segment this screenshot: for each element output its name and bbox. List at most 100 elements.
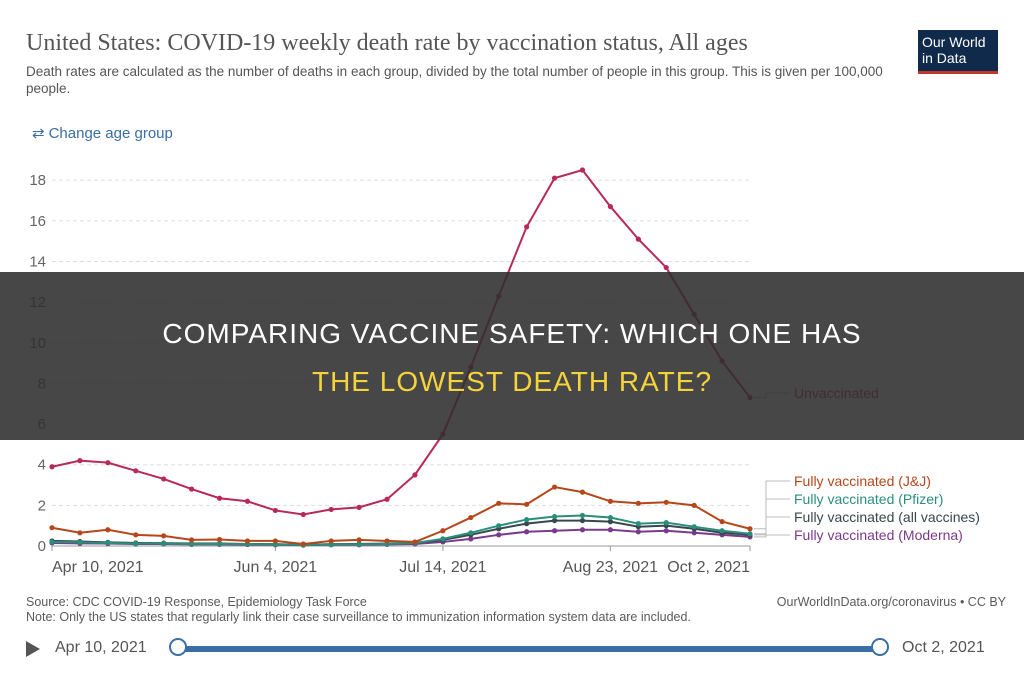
change-age-group-button[interactable]: ⇄ Change age group — [32, 124, 173, 142]
data-point — [551, 528, 558, 534]
data-point — [691, 502, 697, 508]
timeline-end-label: Oct 2, 2021 — [902, 639, 985, 656]
data-point — [440, 528, 446, 534]
data-point — [524, 521, 530, 527]
footer: Source: CDC COVID-19 Response, Epidemiol… — [26, 595, 1006, 625]
data-point — [412, 472, 418, 478]
play-icon[interactable] — [26, 641, 40, 657]
data-point — [161, 476, 167, 482]
data-point — [551, 513, 558, 520]
data-point — [607, 527, 614, 533]
legend-label: Fully vaccinated (Pfizer) — [794, 491, 943, 507]
data-point — [468, 536, 474, 542]
data-point — [635, 500, 641, 506]
data-point — [216, 541, 223, 547]
data-point — [579, 517, 586, 524]
note-text: Note: Only the US states that regularly … — [26, 610, 691, 624]
data-point — [328, 538, 334, 544]
logo-line1: Our World — [922, 34, 986, 50]
data-point — [579, 489, 586, 495]
data-point — [105, 460, 111, 466]
data-point — [607, 519, 614, 525]
data-point — [663, 520, 669, 526]
y-tick-label: 16 — [29, 213, 46, 230]
data-point — [216, 495, 223, 501]
data-point — [719, 519, 725, 525]
data-point — [77, 539, 83, 545]
y-tick-label: 18 — [29, 172, 46, 189]
data-point — [663, 499, 669, 505]
data-point — [384, 538, 390, 544]
data-point — [551, 517, 558, 524]
data-point — [133, 468, 139, 474]
data-point — [189, 486, 195, 492]
data-point — [496, 523, 502, 529]
data-point — [524, 224, 530, 230]
x-tick-label: Apr 10, 2021 — [52, 559, 144, 576]
data-point — [77, 530, 83, 536]
data-point — [524, 516, 530, 523]
data-point — [579, 167, 586, 173]
chart-title: United States: COVID-19 weekly death rat… — [26, 30, 748, 56]
legend-leader — [754, 516, 790, 536]
data-point — [496, 532, 502, 538]
data-point — [49, 525, 55, 531]
data-point — [216, 536, 223, 543]
timeline: Apr 10, 2021 Oct 2, 2021 — [0, 632, 1024, 666]
data-point — [189, 541, 195, 547]
data-point — [328, 506, 334, 513]
data-point — [161, 533, 167, 539]
timeline-track[interactable] — [178, 646, 880, 652]
data-point — [384, 496, 390, 502]
data-point — [105, 527, 111, 533]
x-tick-label: Jun 4, 2021 — [234, 559, 318, 576]
data-point — [49, 464, 55, 470]
legend-leader — [754, 480, 790, 530]
data-point — [719, 528, 725, 534]
headline-line2: THE LOWEST DEATH RATE? — [311, 366, 713, 397]
data-point — [300, 511, 306, 518]
timeline-start-handle[interactable] — [169, 638, 187, 656]
data-point — [607, 514, 614, 521]
data-point — [77, 458, 83, 464]
data-point — [635, 521, 641, 527]
data-point — [468, 530, 474, 536]
source-text: Source: CDC COVID-19 Response, Epidemiol… — [26, 595, 367, 609]
change-age-label: Change age group — [48, 125, 173, 142]
x-tick-label: Oct 2, 2021 — [667, 559, 750, 576]
legend-leader — [754, 498, 790, 535]
data-point — [747, 531, 753, 537]
legend-label: Fully vaccinated (all vaccines) — [794, 509, 980, 525]
data-point — [496, 500, 502, 506]
headline-banner: COMPARING VACCINE SAFETY: WHICH ONE HAS … — [0, 272, 1024, 440]
data-point — [551, 175, 558, 181]
data-point — [607, 203, 614, 210]
data-point — [579, 527, 586, 533]
legend-leader — [754, 534, 790, 538]
data-point — [635, 236, 641, 242]
data-point — [663, 264, 669, 271]
data-point — [468, 514, 474, 521]
timeline-end-handle[interactable] — [871, 638, 889, 656]
data-point — [133, 532, 139, 538]
headline-line1: COMPARING VACCINE SAFETY: WHICH ONE HAS — [162, 318, 862, 349]
data-point — [300, 541, 306, 547]
x-tick-label: Jul 14, 2021 — [399, 559, 486, 576]
y-tick-label: 2 — [38, 497, 46, 514]
data-point — [440, 536, 446, 542]
series-line — [51, 486, 751, 545]
data-point — [747, 526, 753, 532]
y-tick-label: 14 — [29, 253, 46, 270]
data-point — [244, 538, 251, 544]
swap-arrows-icon: ⇄ — [32, 125, 45, 142]
credit-link[interactable]: OurWorldInData.org/coronavirus • CC BY — [776, 595, 1006, 609]
data-point — [244, 498, 251, 504]
y-tick-label: 0 — [38, 538, 46, 555]
legend-label: Fully vaccinated (J&J) — [794, 473, 931, 489]
data-point — [607, 498, 614, 504]
data-point — [691, 524, 697, 530]
data-point — [272, 538, 278, 544]
owid-logo[interactable]: Our World in Data — [918, 30, 998, 74]
data-point — [551, 484, 558, 490]
